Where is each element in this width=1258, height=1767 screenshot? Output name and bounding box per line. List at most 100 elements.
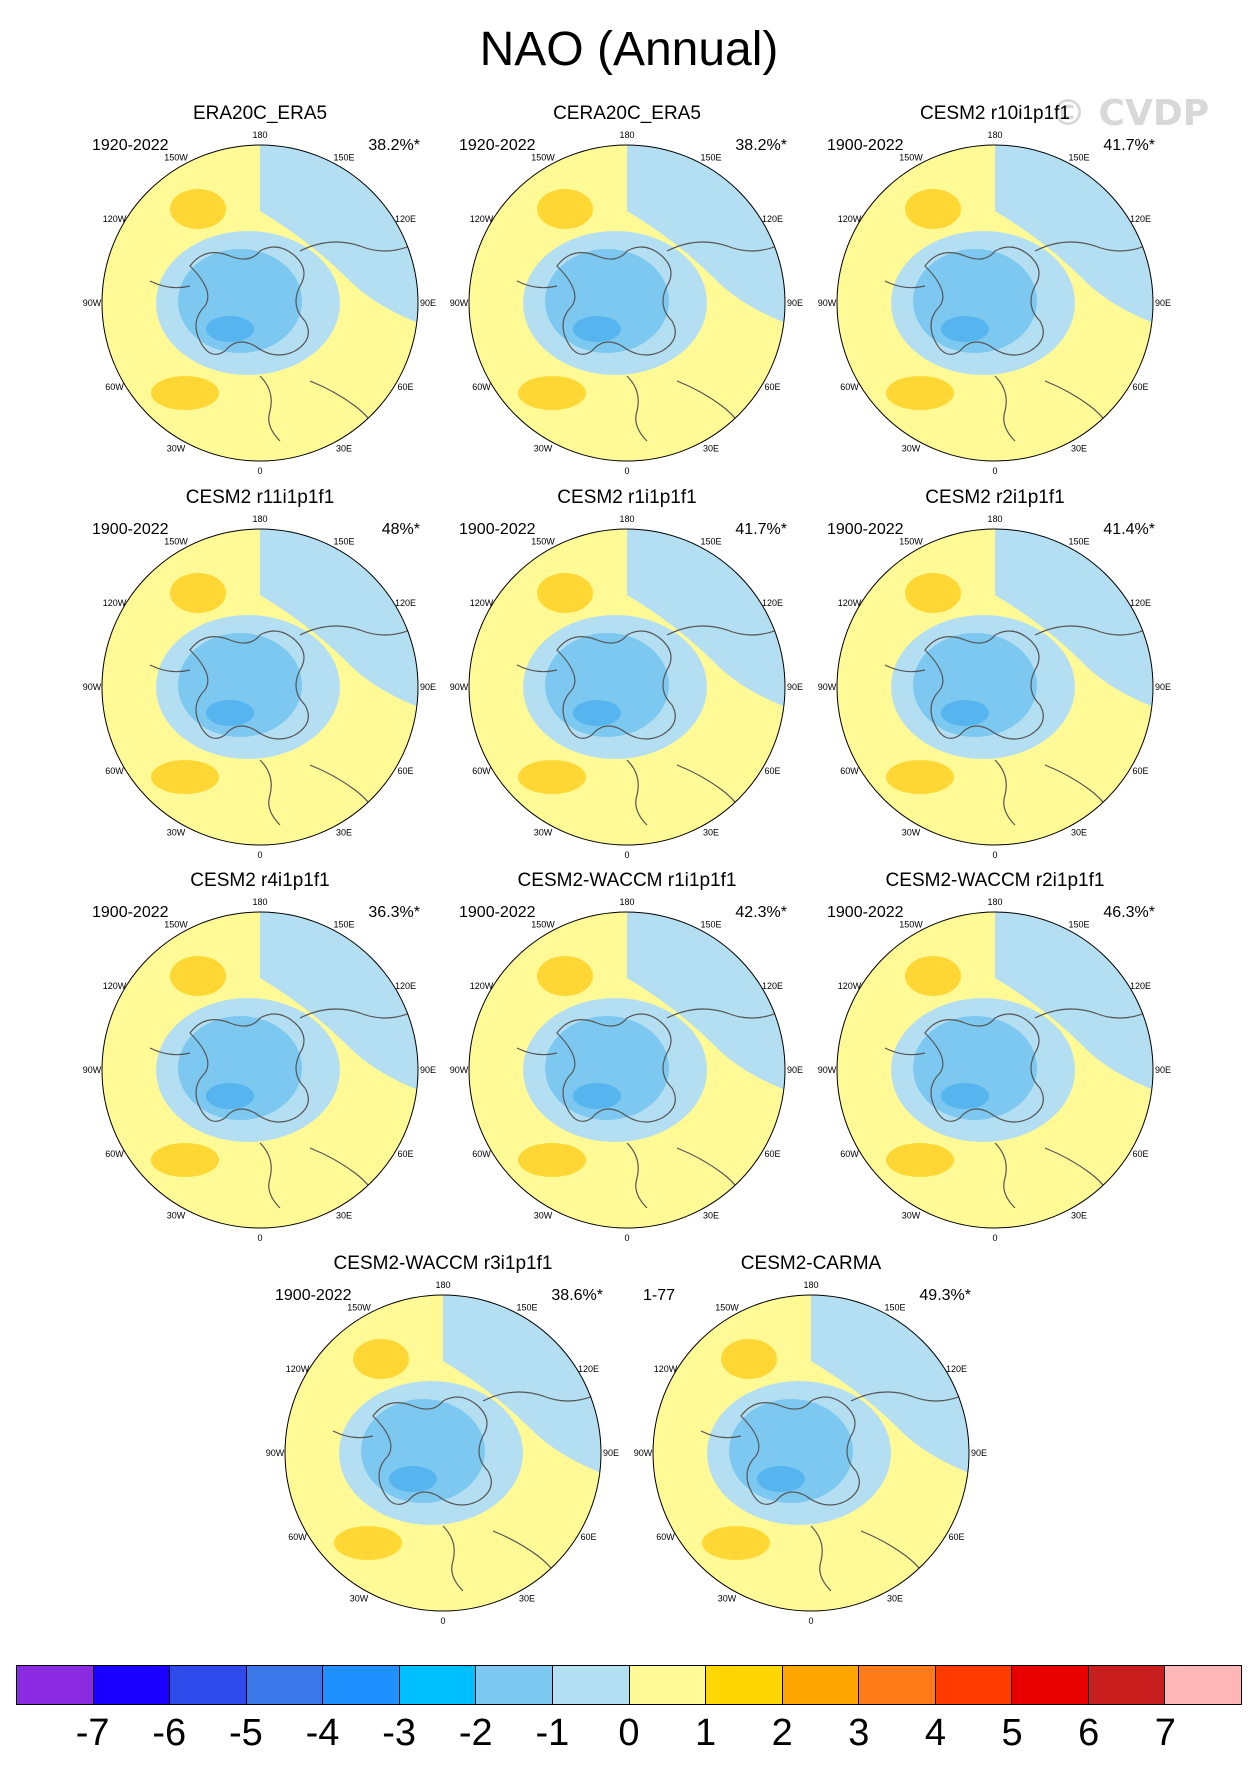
coastlines [149, 625, 411, 831]
longitude-label: 60W [656, 1532, 675, 1542]
panel-title: CESM2 r10i1p1f1 [920, 103, 1070, 124]
colorbar-swatch [170, 1666, 247, 1704]
longitude-label: 0 [440, 1616, 445, 1626]
iceland-low-center [573, 316, 621, 342]
longitude-label: 180 [435, 1281, 450, 1290]
longitude-label: 120E [946, 1364, 967, 1374]
map-panel: CESM2 r4i1p1f1 1900-2022 36.3%* 180 150E 120E… [80, 870, 440, 1243]
panel-period: 1900-2022 [92, 521, 169, 538]
north-pacific-positive-center [537, 189, 593, 229]
colorbar-swatch [1088, 1666, 1166, 1704]
colorbar-tick-label: 2 [771, 1712, 793, 1754]
colorbar-swatch [399, 1666, 477, 1704]
longitude-label: 60W [840, 382, 859, 392]
longitude-label: 180 [252, 131, 267, 140]
north-pacific-positive-center [537, 956, 593, 996]
map-panel: CESM2-WACCM r2i1p1f1 1900-2022 46.3%* 180 15… [815, 870, 1175, 1243]
longitude-label: 0 [257, 850, 262, 860]
panel-period: 1-77 [643, 1287, 676, 1304]
longitude-label: 0 [992, 850, 997, 860]
longitude-label: 120E [395, 214, 416, 224]
panel-percent-variance: 38.2%* [735, 137, 787, 154]
panel-period: 1900-2022 [275, 1287, 352, 1304]
longitude-label: 150E [516, 1303, 537, 1313]
longitude-label: 60W [105, 382, 124, 392]
longitude-label: 60E [397, 1149, 413, 1159]
colorbar [16, 1665, 1242, 1705]
longitude-label: 90E [603, 1448, 619, 1458]
panel-title: ERA20C_ERA5 [192, 103, 328, 124]
longitude-label: 30E [703, 444, 719, 454]
longitude-label: 120W [103, 981, 127, 991]
iceland-low-center [941, 1083, 989, 1109]
panel-percent-variance: 42.3%* [735, 904, 787, 921]
iceland-low-center [389, 1466, 437, 1492]
north-pacific-positive-center [170, 189, 226, 229]
longitude-label: 120W [286, 1364, 310, 1374]
colorbar-swatch [323, 1666, 400, 1704]
panel-title: CESM2-WACCM r2i1p1f1 [885, 870, 1105, 891]
longitude-label: 150E [700, 153, 721, 163]
map-panel: CESM2 r1i1p1f1 1900-2022 41.7%* 180 150E 120E… [447, 487, 807, 860]
longitude-label: 150W [164, 153, 188, 163]
map-boundary [101, 911, 419, 1229]
longitude-label: 90W [818, 298, 837, 308]
north-pacific-positive-center [905, 956, 961, 996]
longitude-label: 90E [787, 298, 803, 308]
coastlines [884, 1008, 1146, 1214]
longitude-label: 120E [578, 1364, 599, 1374]
colorbar-swatch [552, 1666, 630, 1704]
iceland-low-center [573, 1083, 621, 1109]
longitude-label: 60E [1132, 766, 1148, 776]
longitude-label: 90E [420, 682, 436, 692]
colorbar-tick-label: 6 [1078, 1712, 1100, 1754]
longitude-label: 120W [470, 598, 494, 608]
longitude-label: 60E [1132, 382, 1148, 392]
map-boundary [101, 528, 419, 846]
panel-title: CESM2 r11i1p1f1 [185, 487, 335, 508]
azores-high-center [518, 760, 586, 794]
azores-high-center [151, 760, 219, 794]
colorbar-tick-label: -2 [458, 1712, 493, 1754]
longitude-label: 30W [167, 828, 186, 838]
longitude-label: 90W [450, 682, 469, 692]
longitude-label: 150W [899, 537, 923, 547]
longitude-label: 90E [787, 682, 803, 692]
map-boundary [836, 911, 1154, 1229]
panel-title: CESM2-WACCM r3i1p1f1 [333, 1253, 553, 1274]
azores-high-center [518, 1143, 586, 1177]
coastlines [516, 625, 778, 831]
azores-high-center [702, 1526, 770, 1560]
longitude-label: 180 [252, 898, 267, 907]
coastlines [700, 1391, 962, 1597]
longitude-label: 180 [619, 131, 634, 140]
page-title: NAO (Annual) [479, 23, 779, 76]
polar-map: 180 150E 120E 90E 60E 30E 0 30W 60W 90W 120W 150W [818, 515, 1171, 860]
longitude-label: 150W [531, 153, 555, 163]
colorbar-tick-label: -1 [535, 1712, 570, 1754]
colorbar-labels: -7 -6 -5 -4 -3 -2 -1 0 1 2 3 4 5 6 7 [0, 1712, 1258, 1762]
longitude-label: 60E [948, 1532, 964, 1542]
longitude-label: 120W [470, 981, 494, 991]
longitude-label: 90W [450, 298, 469, 308]
longitude-label: 120E [762, 981, 783, 991]
north-pacific-positive-center [170, 573, 226, 613]
colorbar-swatch [782, 1666, 860, 1704]
longitude-label: 30W [718, 1594, 737, 1604]
longitude-label: 150E [700, 920, 721, 930]
panel-percent-variance: 38.6%* [551, 1287, 603, 1304]
longitude-label: 150W [899, 153, 923, 163]
map-panel: CERA20C_ERA5 1920-2022 38.2%* 180 150E 120E 90… [447, 103, 807, 476]
longitude-label: 30E [1071, 1211, 1087, 1221]
azores-high-center [518, 376, 586, 410]
colorbar-tick-label: -5 [228, 1712, 263, 1754]
longitude-label: 150E [700, 537, 721, 547]
longitude-label: 150W [347, 1303, 371, 1313]
polar-map: 180 150E 120E 90E 60E 30E 0 30W 60W 90W 120W 150W [450, 515, 803, 860]
longitude-label: 30E [336, 828, 352, 838]
longitude-label: 60E [580, 1532, 596, 1542]
panel-title: CESM2 r2i1p1f1 [925, 487, 1065, 508]
longitude-label: 120W [838, 981, 862, 991]
longitude-label: 30W [902, 444, 921, 454]
panel-title: CESM2-CARMA [740, 1253, 882, 1274]
